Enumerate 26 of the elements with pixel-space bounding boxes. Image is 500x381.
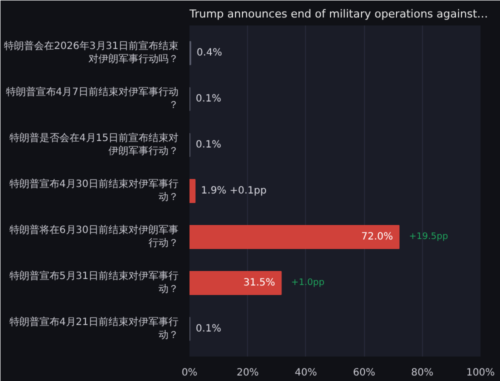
y-tick-label: 特朗普宣布4月30日前结束对伊军事行动？: [9, 178, 179, 204]
data-label: 0.1%: [196, 140, 222, 151]
x-tick-label: 80%: [411, 368, 434, 378]
y-tick-label: 特朗普宣布4月21日前结束对伊军事行动？: [9, 316, 179, 342]
x-tick-label: 60%: [352, 368, 376, 378]
x-tick-label: 100%: [466, 368, 495, 378]
y-tick-label: 特朗普是否会在4月15日前宣布结束对伊朗军事行动？: [9, 132, 179, 158]
x-tick-label: 0%: [182, 368, 198, 378]
y-tick-label: 特朗普将在6月30日前结束对伊朗军事行动？: [9, 224, 179, 250]
data-label: 0.1%: [196, 323, 222, 334]
bar: [190, 179, 196, 203]
chart-title: Trump announces end of military operations against…: [188, 8, 488, 20]
data-label: 1.9% +0.1pp: [201, 186, 267, 196]
data-label: 0.1%: [196, 94, 222, 105]
x-tick-label: 20%: [236, 368, 259, 378]
data-label: 31.5%: [243, 277, 276, 288]
bar: [190, 224, 400, 249]
data-label: 72.0%: [361, 231, 394, 242]
y-tick-label: 特朗普会在2026年3月31日前宣布结束对伊朗军事行动吗？: [4, 40, 179, 66]
annotation: +1.0pp: [291, 278, 325, 288]
y-tick-label: 特朗普宣布4月7日前结束对伊军事行动？: [6, 86, 179, 112]
y-tick-label: 特朗普宣布5月31日前结束对伊军事行动？: [9, 270, 179, 296]
x-tick-label: 40%: [294, 368, 318, 378]
annotation: +19.5pp: [409, 232, 448, 242]
bar: [190, 270, 282, 295]
data-label: 0.4%: [196, 48, 222, 59]
